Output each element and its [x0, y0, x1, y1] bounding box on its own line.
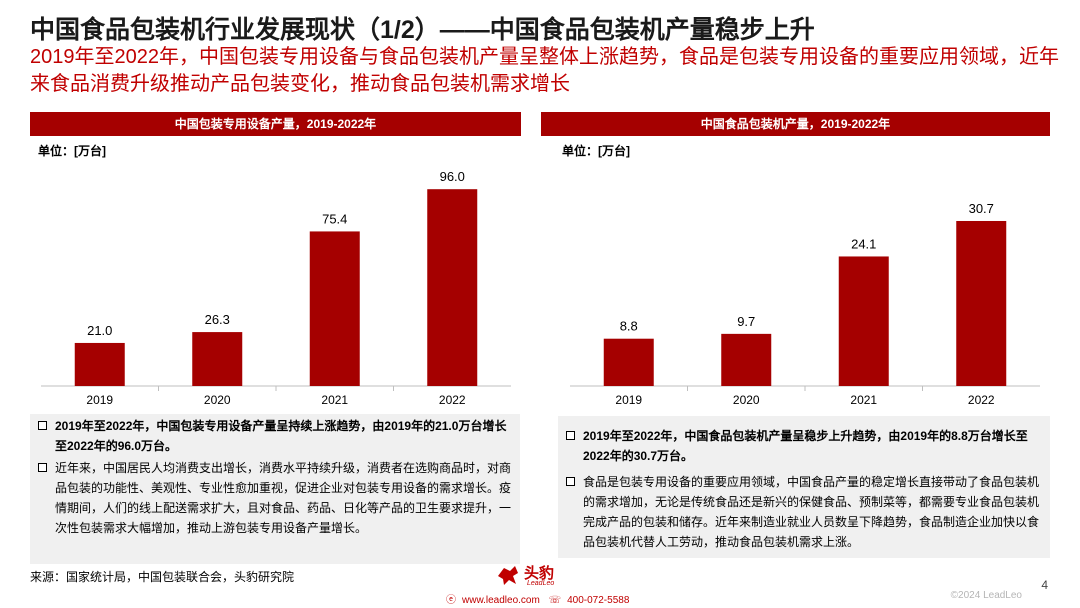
data-label-2022: 96.0: [440, 169, 465, 184]
page-subtitle: 2019年至2022年，中国包装专用设备与食品包装机产量呈整体上涨趋势，食品是包…: [30, 46, 1059, 95]
right-chart-unit: 单位：[万台]: [562, 144, 630, 158]
right-note-1: 2019年至2022年，中国食品包装机产量呈稳步上升趋势，由2019年的8.8万…: [566, 426, 1044, 466]
x-tick-2022: 2022: [968, 393, 995, 407]
left-chart-header: 中国包装专用设备产量，2019-2022年: [30, 112, 521, 136]
phone-number: 400-072-5588: [567, 595, 630, 606]
leadleo-logo-icon: [498, 566, 518, 585]
right-chart-header: 中国食品包装机产量，2019-2022年: [541, 112, 1050, 136]
source-note: 来源：国家统计局，中国包装联合会，头豹研究院: [30, 570, 295, 584]
bar-2022: [427, 189, 478, 386]
checkbox-icon: [38, 421, 47, 430]
left-notes: 2019年至2022年，中国包装专用设备产量呈持续上涨趋势，由2019年的21.…: [30, 414, 520, 564]
bar-2021: [838, 256, 889, 386]
data-label-2022: 30.7: [969, 201, 994, 216]
page-number: 4: [1041, 578, 1048, 592]
page-title: 中国食品包装机行业发展现状（1/2）——中国食品包装机产量稳步上升: [30, 16, 815, 44]
bar-2021: [309, 231, 360, 386]
data-label-2020: 26.3: [205, 312, 230, 327]
x-tick-2020: 2020: [733, 393, 760, 407]
bar-2020: [721, 333, 772, 386]
right-notes: 2019年至2022年，中国食品包装机产量呈稳步上升趋势，由2019年的8.8万…: [558, 416, 1050, 558]
bar-2019: [603, 338, 654, 386]
bar-2020: [192, 332, 243, 386]
x-tick-2022: 2022: [439, 393, 466, 407]
data-label-2021: 24.1: [851, 236, 876, 251]
left-note-1: 2019年至2022年，中国包装专用设备产量呈持续上涨趋势，由2019年的21.…: [38, 416, 512, 456]
data-label-2019: 8.8: [620, 319, 638, 334]
website-link[interactable]: www.leadleo.com: [462, 595, 540, 606]
left-note-2: 近年来，中国居民人均消费支出增长，消费水平持续升级，消费者在选购商品时，对商品包…: [38, 458, 512, 538]
data-label-2021: 75.4: [322, 211, 347, 226]
x-tick-2020: 2020: [204, 393, 231, 407]
right-note-2: 食品是包装专用设备的重要应用领域，中国食品产量的稳定增长直接带动了食品包装机的需…: [566, 472, 1044, 552]
x-tick-2019: 2019: [615, 393, 642, 407]
logo-text: 头豹: [524, 565, 555, 582]
right-bar-chart: 8.8 2019 9.7 2020 24.1 2021 30.7 2022: [570, 201, 1040, 407]
x-tick-2021: 2021: [850, 393, 877, 407]
phone-icon: ☏: [548, 595, 562, 606]
copyright: ©2024 LeadLeo: [950, 590, 1022, 601]
data-label-2020: 9.7: [737, 314, 755, 329]
data-label-2019: 21.0: [87, 323, 112, 338]
checkbox-icon: [566, 431, 575, 440]
bar-2022: [956, 220, 1007, 386]
checkbox-icon: [38, 463, 47, 472]
left-bar-chart: 21.0 2019 26.3 2020 75.4 2021 96.0 2022: [41, 169, 511, 407]
left-chart-unit: 单位：[万台]: [38, 144, 106, 158]
footer-contact: ⓔ www.leadleo.com ☏ 400-072-5588: [446, 591, 635, 606]
web-icon: ⓔ: [446, 595, 456, 606]
x-tick-2019: 2019: [86, 393, 113, 407]
logo-subtext: LeadLeo: [527, 580, 555, 587]
x-tick-2021: 2021: [321, 393, 348, 407]
checkbox-icon: [566, 477, 575, 486]
bar-2019: [74, 342, 125, 386]
